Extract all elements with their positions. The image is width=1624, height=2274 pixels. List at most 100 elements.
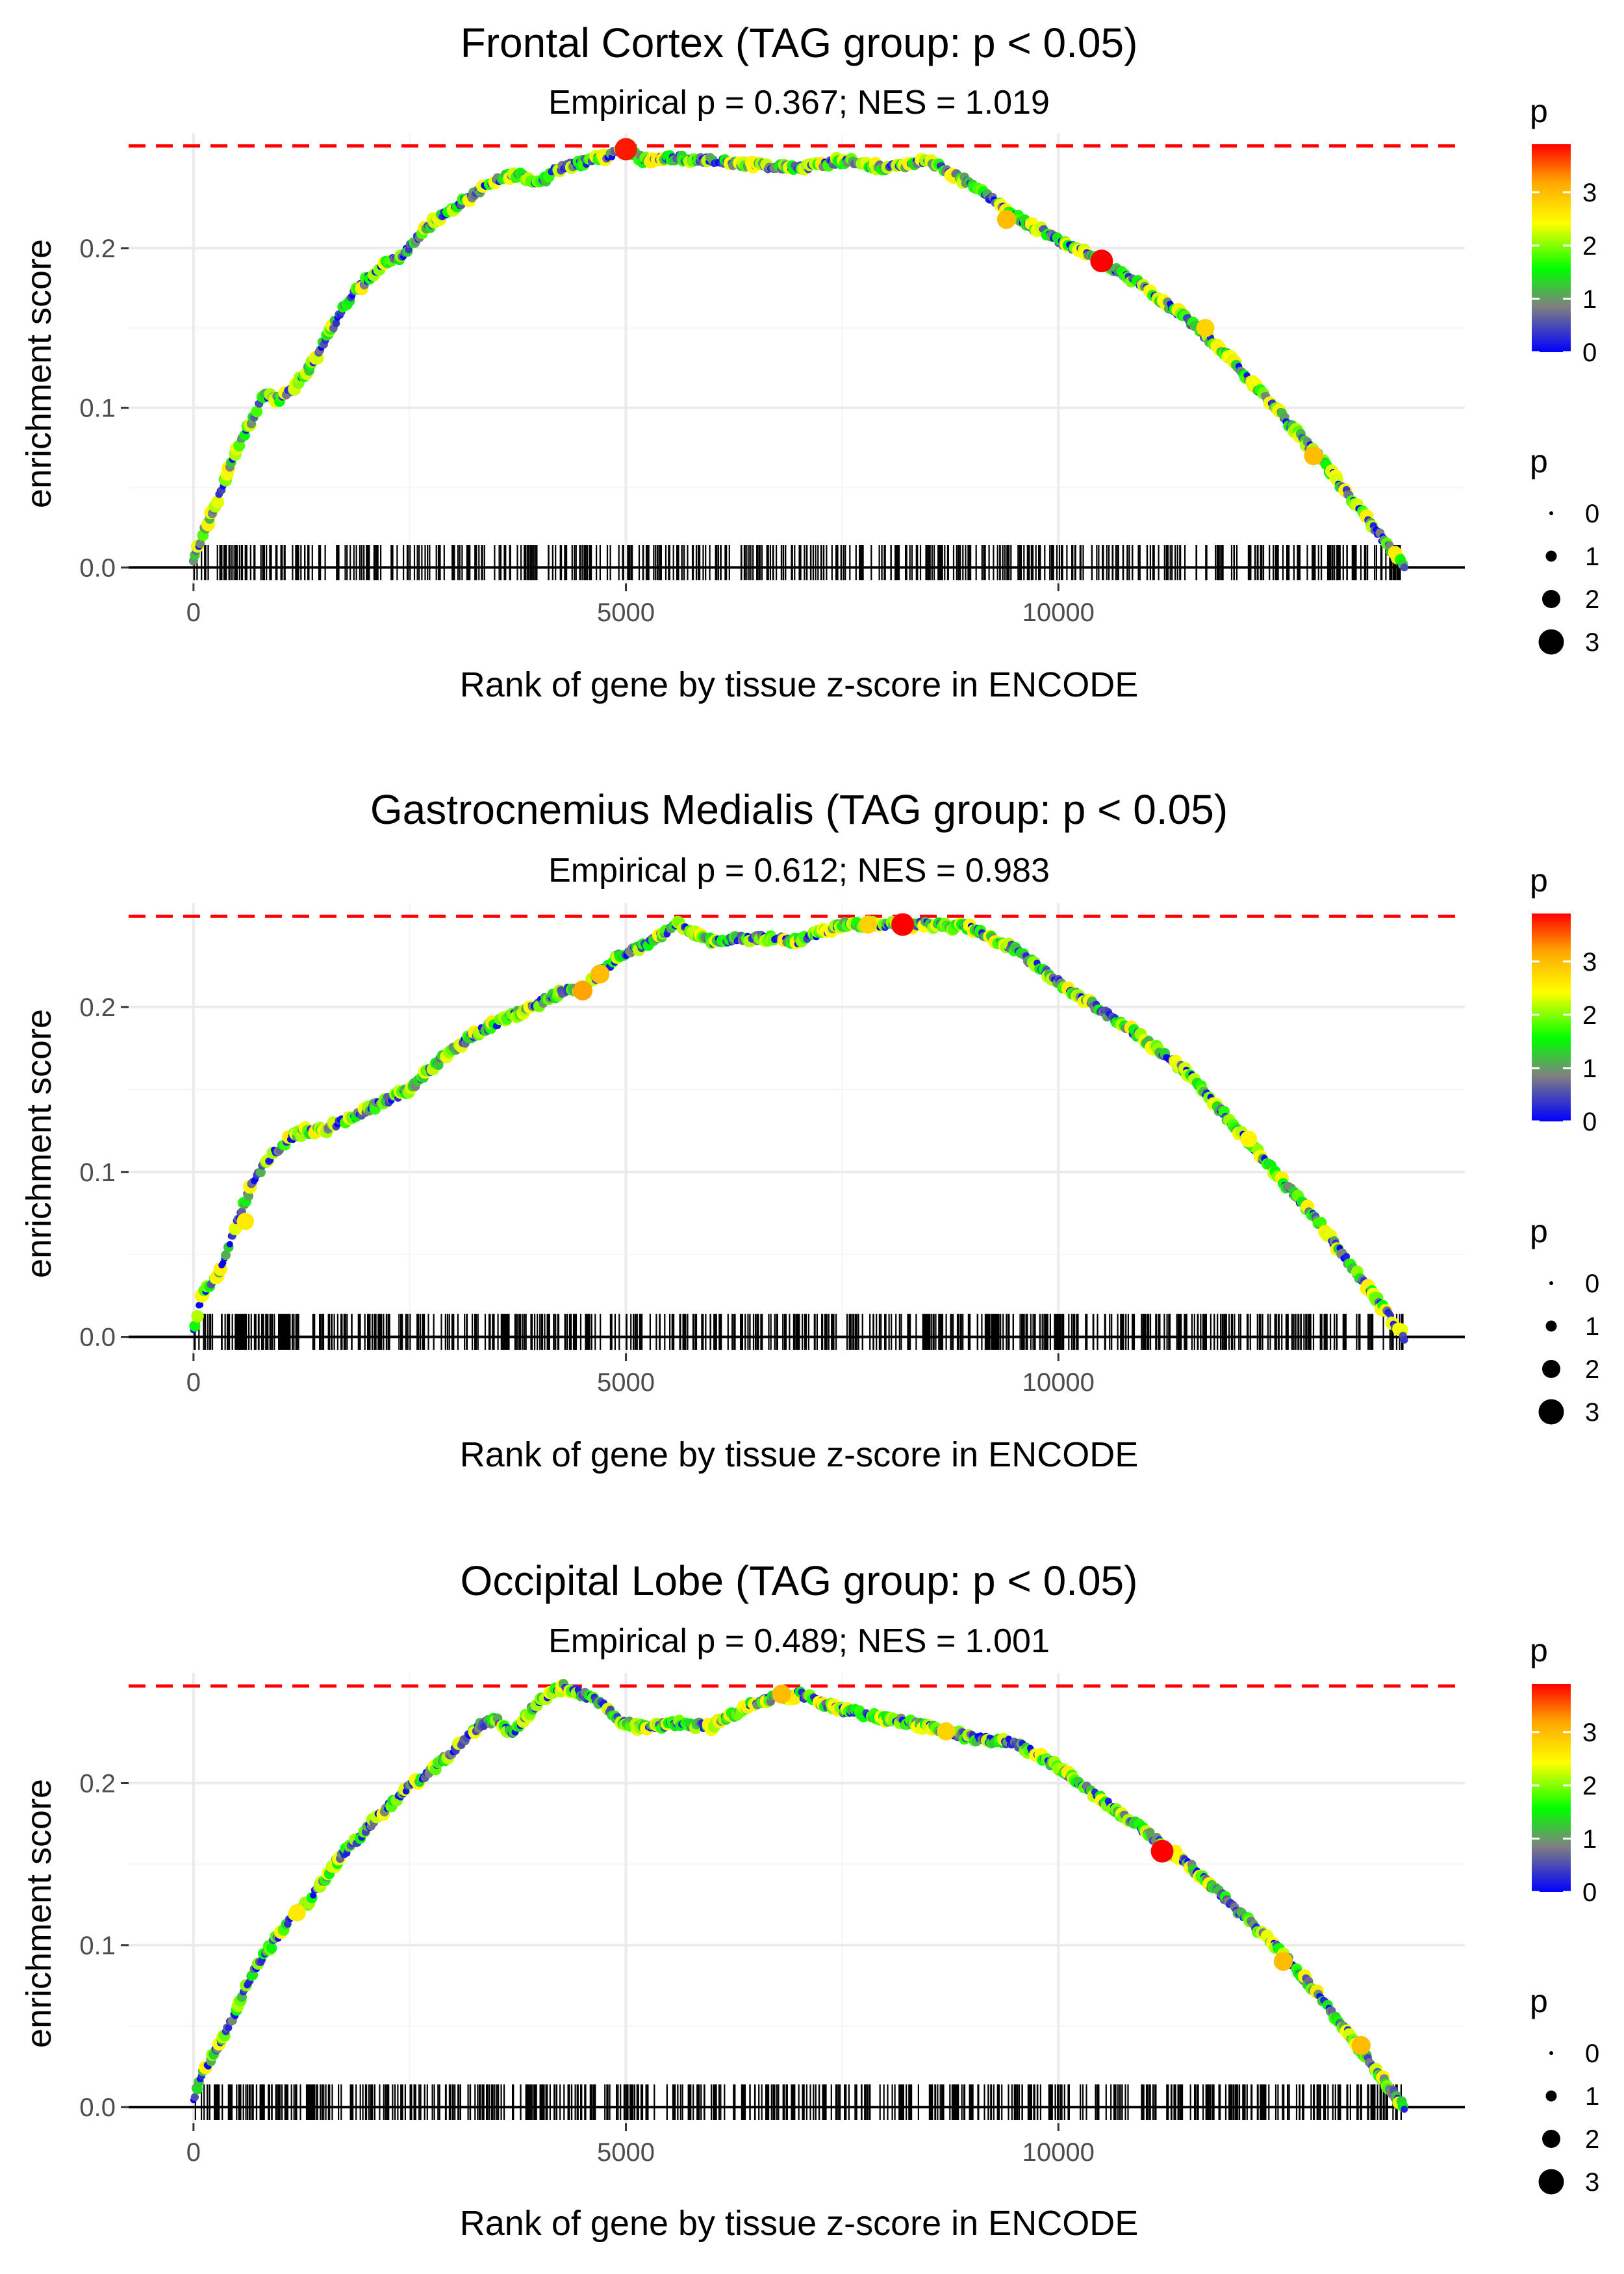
color-legend-label: 2 bbox=[1582, 1772, 1597, 1800]
x-tick-label: 0 bbox=[186, 2138, 201, 2167]
x-tick-label: 0 bbox=[186, 1368, 201, 1397]
x-tick-label: 10000 bbox=[1022, 2138, 1095, 2167]
chart-title: Occipital Lobe (TAG group: p < 0.05) bbox=[461, 1557, 1138, 1604]
size-legend-label: 2 bbox=[1585, 1355, 1599, 1384]
x-axis-title: Rank of gene by tissue z-score in ENCODE bbox=[460, 665, 1138, 704]
y-axis-title: enrichment score bbox=[19, 1009, 58, 1278]
plot-area: 0.0 0.1 0.2 0 5000 10000 bbox=[79, 1673, 1465, 2167]
plot-area: 0.0 0.1 0.2 0 5000 10000 bbox=[79, 133, 1465, 627]
size-legend-label: 3 bbox=[1585, 628, 1599, 657]
x-tick-label: 5000 bbox=[597, 2138, 655, 2167]
panel-gastrocnemius-medialis: Gastrocnemius Medialis (TAG group: p < 0… bbox=[19, 786, 1599, 1474]
y-tick-label: 0.2 bbox=[79, 235, 116, 263]
highlight-point bbox=[1150, 1839, 1174, 1863]
x-tick-label: 10000 bbox=[1022, 1368, 1095, 1397]
y-tick-label: 0.2 bbox=[79, 993, 116, 1022]
enrichment-curve bbox=[189, 913, 1408, 1344]
x-axis-title: Rank of gene by tissue z-score in ENCODE bbox=[460, 1435, 1138, 1474]
highlight-point bbox=[1351, 2036, 1371, 2055]
highlight-point bbox=[859, 915, 878, 934]
highlight-point bbox=[937, 1722, 956, 1741]
curve-point bbox=[266, 1943, 277, 1954]
size-legend-dot bbox=[1545, 1320, 1557, 1332]
size-legend-dot bbox=[1549, 1281, 1553, 1285]
color-legend-label: 0 bbox=[1582, 1108, 1597, 1136]
size-legend-dot bbox=[1542, 590, 1560, 608]
color-legend-bar bbox=[1532, 144, 1571, 352]
curve-point bbox=[332, 319, 340, 327]
color-legend-title: p bbox=[1530, 1632, 1548, 1668]
highlight-point bbox=[615, 138, 637, 160]
color-legend-title: p bbox=[1530, 862, 1548, 899]
panel-frontal-cortex: Frontal Cortex (TAG group: p < 0.05) Emp… bbox=[19, 19, 1599, 704]
plot-area: 0.0 0.1 0.2 0 5000 10000 bbox=[79, 903, 1465, 1397]
curve-point bbox=[251, 405, 263, 418]
color-legend-label: 1 bbox=[1582, 285, 1597, 314]
y-axis-title: enrichment score bbox=[19, 239, 58, 508]
color-legend-label: 2 bbox=[1582, 1001, 1597, 1030]
color-legend: 0 1 2 3 bbox=[1532, 144, 1597, 367]
size-legend-label: 3 bbox=[1585, 2168, 1599, 2197]
size-legend-dot bbox=[1538, 629, 1564, 655]
curve-point bbox=[433, 1060, 444, 1070]
color-legend-label: 3 bbox=[1582, 1718, 1597, 1747]
size-legend-title: p bbox=[1530, 1983, 1548, 2019]
gene-hit-barcode bbox=[193, 545, 1401, 581]
size-legend-title: p bbox=[1530, 1213, 1548, 1249]
y-tick-label: 0.1 bbox=[79, 394, 116, 423]
color-legend: 0 1 2 3 bbox=[1532, 1684, 1597, 1907]
panel-occipital-lobe: Occipital Lobe (TAG group: p < 0.05) Emp… bbox=[19, 1557, 1599, 2243]
x-tick-label: 5000 bbox=[597, 1368, 655, 1397]
size-legend-label: 0 bbox=[1585, 500, 1599, 528]
highlight-point bbox=[1196, 318, 1215, 337]
x-tick-label: 0 bbox=[186, 598, 201, 627]
y-tick-label: 0.1 bbox=[79, 1932, 116, 1960]
highlight-point bbox=[996, 210, 1016, 229]
curve-point bbox=[221, 1250, 231, 1260]
size-legend-label: 2 bbox=[1585, 2125, 1599, 2154]
curve-point bbox=[310, 1892, 317, 1899]
size-legend-label: 0 bbox=[1585, 1270, 1599, 1298]
size-legend-dot bbox=[1545, 2090, 1557, 2102]
size-legend-label: 3 bbox=[1585, 1398, 1599, 1427]
color-legend-label: 1 bbox=[1582, 1825, 1597, 1854]
curve-point bbox=[233, 439, 246, 452]
size-legend-label: 1 bbox=[1585, 2082, 1599, 2111]
y-tick-label: 0.0 bbox=[79, 2093, 116, 2122]
size-legend-dot bbox=[1542, 1360, 1560, 1378]
color-legend-label: 2 bbox=[1582, 232, 1597, 261]
color-legend-label: 0 bbox=[1582, 339, 1597, 367]
size-legend: 0 1 2 3 bbox=[1538, 2039, 1599, 2197]
curve-point bbox=[191, 1310, 204, 1323]
x-tick-label: 5000 bbox=[597, 598, 655, 627]
barcode-ticks bbox=[194, 2084, 1402, 2120]
size-legend-label: 1 bbox=[1585, 1312, 1599, 1341]
color-legend-label: 3 bbox=[1582, 179, 1597, 207]
color-legend-bar bbox=[1532, 913, 1571, 1121]
barcode-ticks bbox=[193, 545, 1401, 581]
chart-subtitle: Empirical p = 0.367; NES = 1.019 bbox=[548, 84, 1050, 121]
enrichment-curve bbox=[190, 1679, 1408, 2113]
highlight-point bbox=[891, 913, 915, 936]
highlight-point bbox=[288, 1904, 306, 1922]
y-tick-label: 0.1 bbox=[79, 1158, 116, 1187]
gene-hit-barcode bbox=[194, 2084, 1402, 2120]
curve-point bbox=[190, 2093, 199, 2101]
gene-hit-barcode bbox=[193, 1314, 1404, 1350]
size-legend-dot bbox=[1549, 511, 1553, 515]
size-legend-dot bbox=[1542, 2130, 1560, 2148]
highlight-point bbox=[236, 1212, 255, 1231]
curve-point bbox=[1401, 2105, 1408, 2113]
barcode-ticks bbox=[193, 1314, 1404, 1350]
size-legend-dot bbox=[1545, 550, 1557, 562]
curve-point bbox=[1401, 1336, 1408, 1344]
highlight-point bbox=[772, 1684, 791, 1704]
color-legend-label: 3 bbox=[1582, 948, 1597, 977]
size-legend-dot bbox=[1538, 2169, 1564, 2195]
color-legend-label: 1 bbox=[1582, 1054, 1597, 1083]
color-legend: 0 1 2 3 bbox=[1532, 913, 1597, 1136]
curve-point bbox=[196, 539, 205, 548]
size-legend-label: 2 bbox=[1585, 585, 1599, 614]
chart-title: Frontal Cortex (TAG group: p < 0.05) bbox=[461, 19, 1138, 66]
